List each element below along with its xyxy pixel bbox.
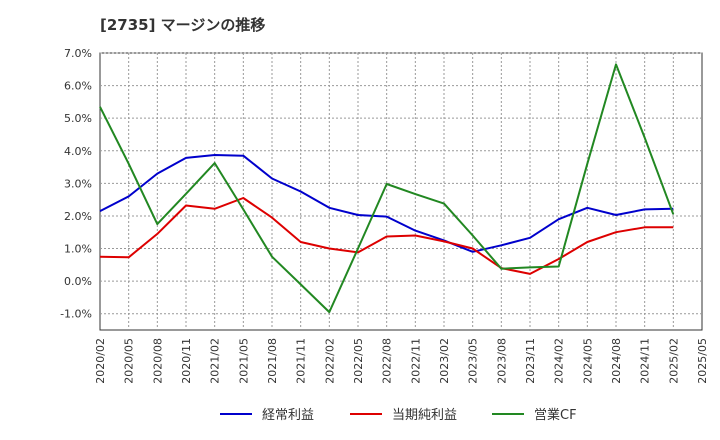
legend-label: 当期純利益 <box>392 408 457 423</box>
y-tick-label: 4.0% <box>64 145 92 158</box>
x-tick-label: 2024/05 <box>581 338 594 384</box>
x-tick-label: 2021/05 <box>237 338 250 384</box>
x-tick-label: 2022/11 <box>409 338 422 384</box>
legend-label: 経常利益 <box>262 408 314 423</box>
x-tick-label: 2023/05 <box>467 338 480 384</box>
y-tick-label: 5.0% <box>64 112 92 125</box>
chart-title: [2735] マージンの推移 <box>100 16 266 34</box>
legend: 経常利益 当期純利益 営業CF <box>220 407 577 423</box>
y-tick-label: 0.0% <box>64 275 92 288</box>
y-axis-ticks: 7.0% 6.0% 5.0% 4.0% 3.0% 2.0% 1.0% 0.0% -1.0% <box>60 47 92 321</box>
x-tick-label: 2024/08 <box>610 338 623 384</box>
y-tick-label: -1.0% <box>60 308 92 321</box>
legend-label: 営業CF <box>534 407 577 423</box>
x-tick-label: 2025/02 <box>667 338 680 384</box>
x-tick-label: 2025/05 <box>696 338 709 384</box>
y-tick-label: 2.0% <box>64 210 92 223</box>
plot-area <box>99 52 703 331</box>
y-tick-label: 3.0% <box>64 177 92 190</box>
series-line <box>99 197 674 275</box>
x-tick-label: 2020/11 <box>180 338 193 384</box>
x-tick-label: 2023/08 <box>495 338 508 384</box>
x-tick-label: 2021/02 <box>209 338 222 384</box>
x-tick-label: 2024/02 <box>553 338 566 384</box>
x-tick-label: 2021/11 <box>295 338 308 384</box>
series-line <box>99 63 675 314</box>
x-tick-label: 2021/08 <box>266 338 279 384</box>
x-axis-ticks: 2020/02 2020/05 2020/08 2020/11 2021/02 2021/… <box>94 338 709 384</box>
x-tick-label: 2024/11 <box>639 338 652 384</box>
grid-lines <box>100 52 702 330</box>
x-tick-label: 2020/08 <box>151 338 164 384</box>
series-line <box>99 154 674 253</box>
x-tick-label: 2023/02 <box>438 338 451 384</box>
x-tick-label: 2020/05 <box>123 338 136 384</box>
y-tick-label: 7.0% <box>64 47 92 60</box>
y-tick-label: 6.0% <box>64 80 92 93</box>
x-tick-label: 2022/08 <box>381 338 394 384</box>
x-tick-label: 2023/11 <box>524 338 537 384</box>
x-tick-label: 2022/05 <box>352 338 365 384</box>
y-tick-label: 1.0% <box>64 243 92 256</box>
x-tick-label: 2020/02 <box>94 338 107 384</box>
x-tick-label: 2022/02 <box>323 338 336 384</box>
series-lines <box>99 63 675 314</box>
